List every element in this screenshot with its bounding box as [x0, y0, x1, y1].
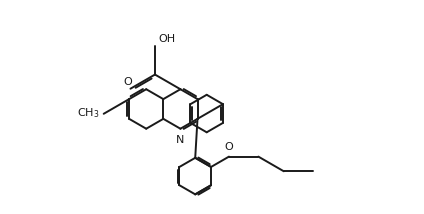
- Text: O: O: [225, 142, 233, 152]
- Text: N: N: [176, 135, 184, 145]
- Text: O: O: [123, 77, 132, 87]
- Text: OH: OH: [158, 34, 175, 44]
- Text: CH$_3$: CH$_3$: [77, 106, 100, 120]
